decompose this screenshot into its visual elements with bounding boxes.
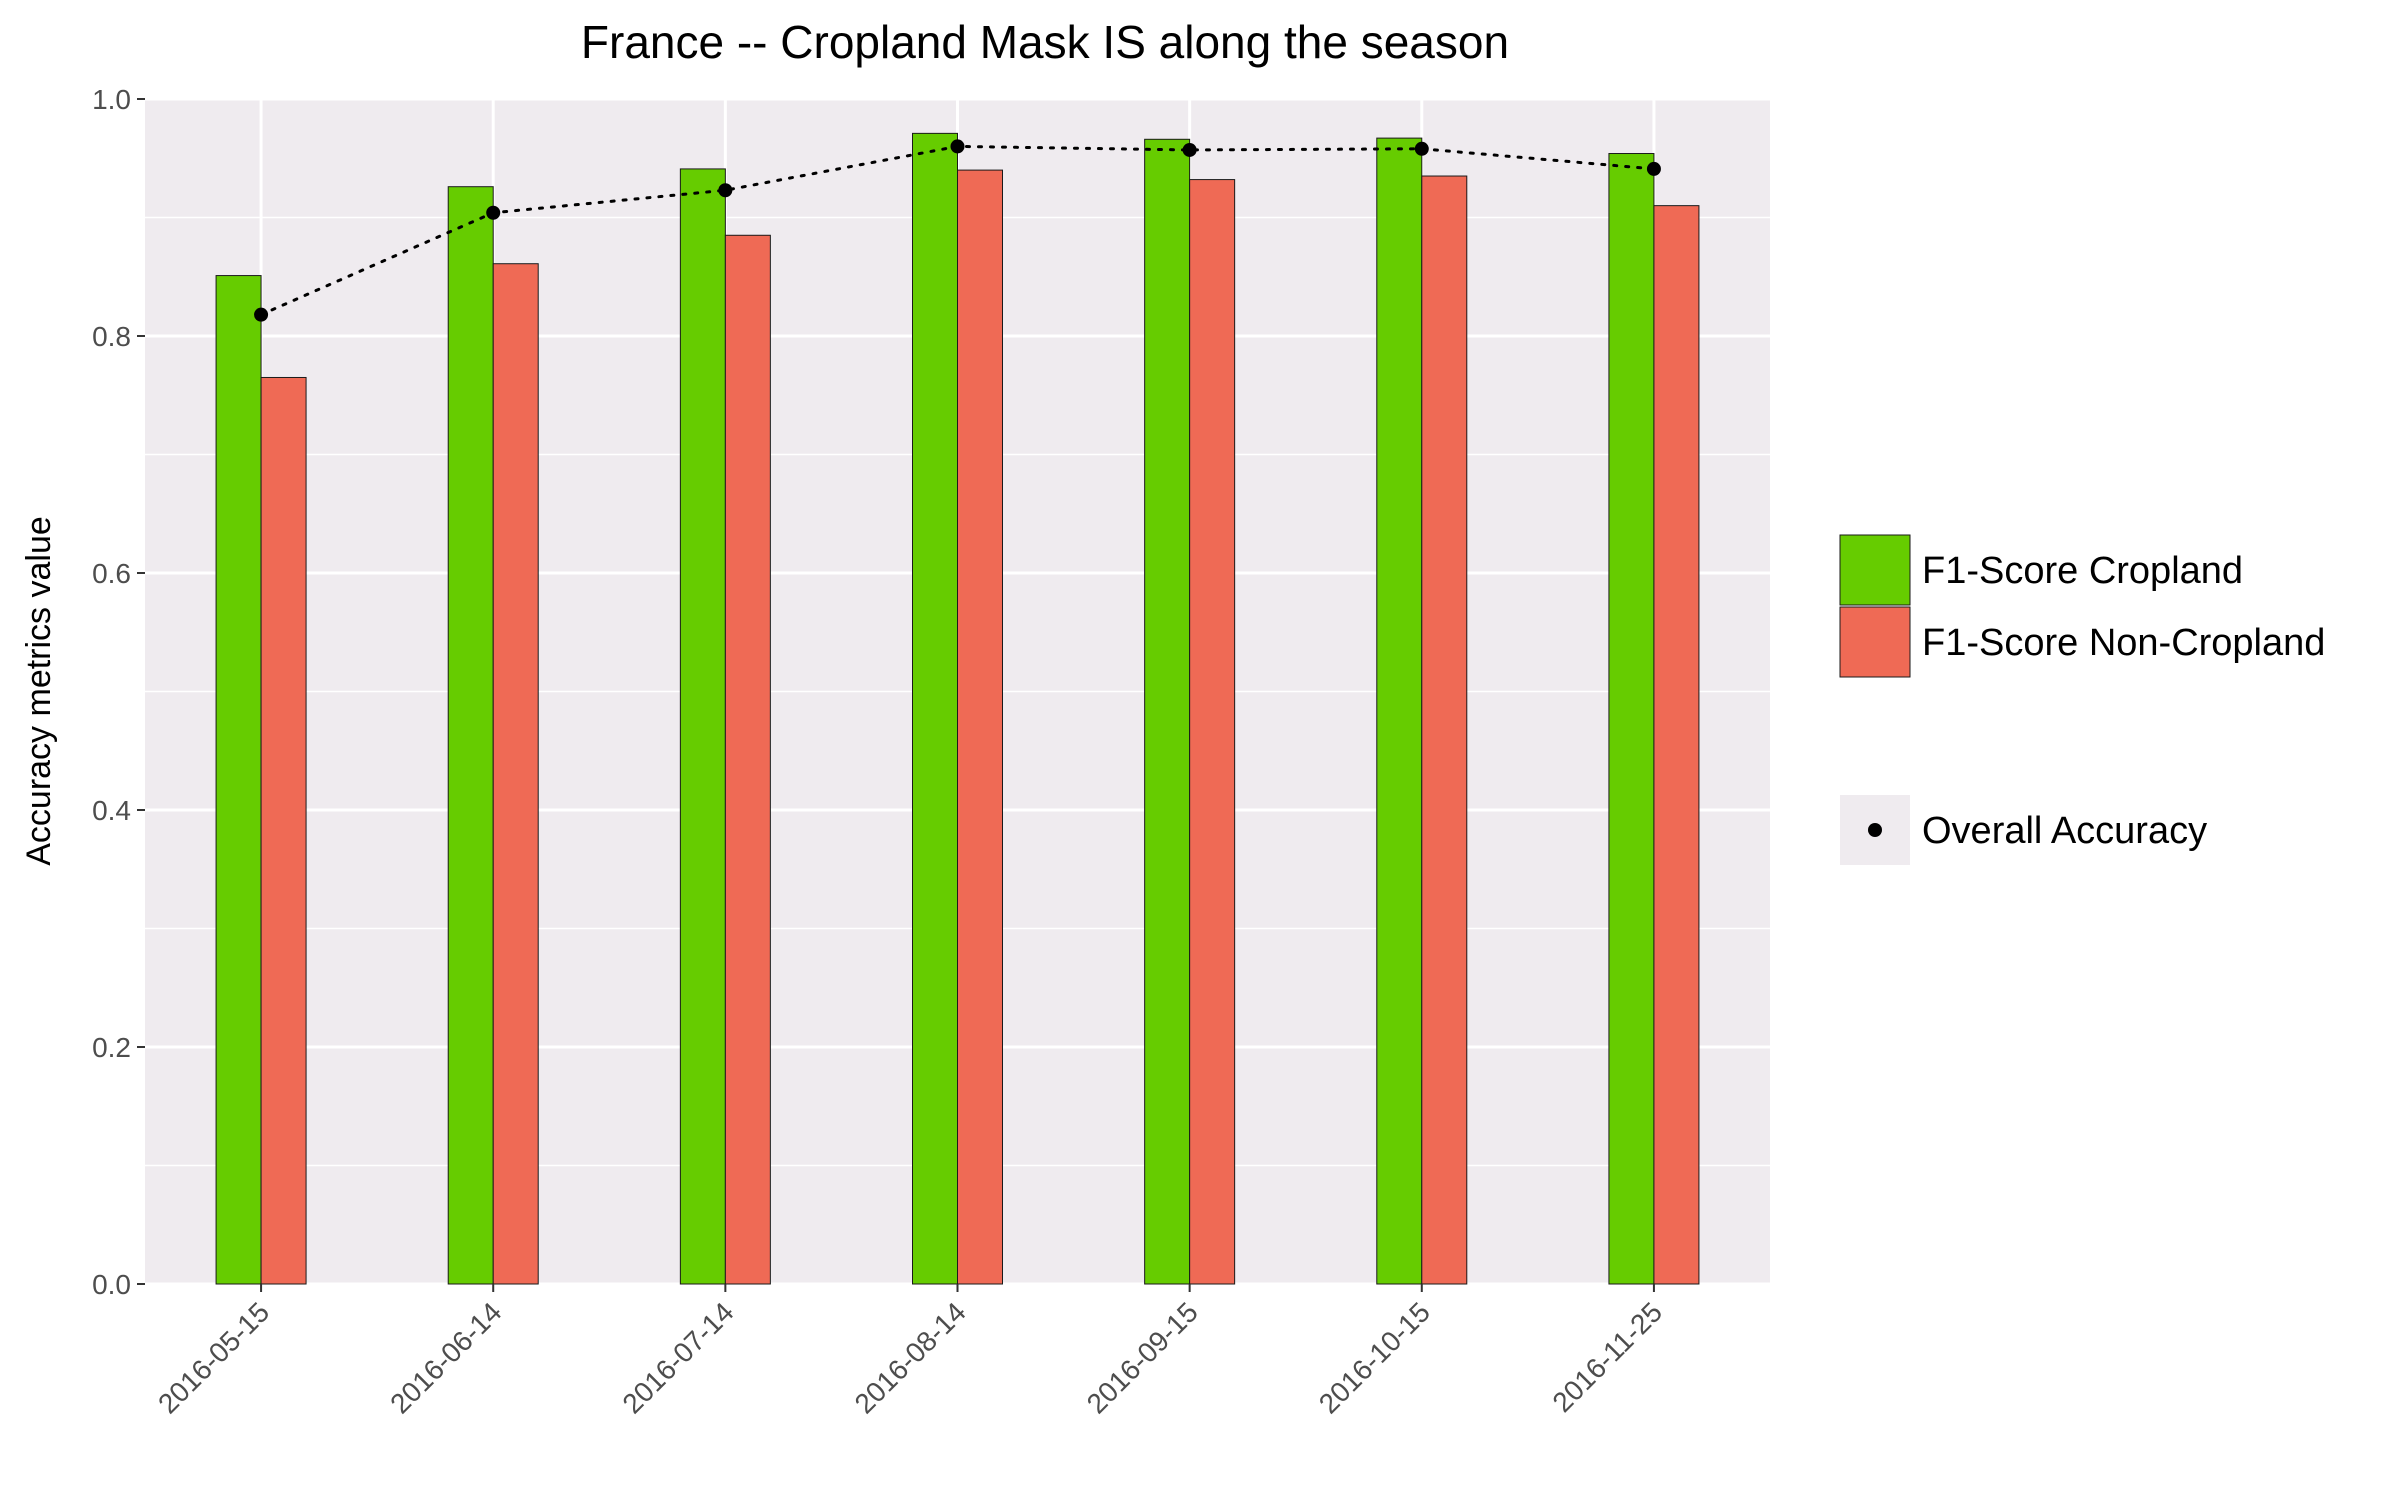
bar-f1-score-cropland-2016-08-14 — [912, 132, 958, 1285]
legend-label: Overall Accuracy — [1922, 810, 2207, 852]
y-axis-label: Accuracy metrics value — [20, 516, 58, 866]
overall-accuracy-point-2016-09-15 — [1182, 142, 1197, 157]
overall-accuracy-point-2016-07-14 — [718, 183, 733, 198]
x-tick-label: 2016-10-15 — [1313, 1296, 1436, 1419]
bar-f1-score-cropland-2016-07-14 — [679, 168, 726, 1285]
y-tick-label: 0.2 — [92, 1032, 131, 1063]
bar-f1-score-cropland-2016-11-25 — [1608, 153, 1655, 1285]
legend-point-icon — [1868, 823, 1882, 837]
bar-f1-score-cropland-2016-05-15 — [215, 275, 262, 1285]
y-tick-label: 0.0 — [92, 1269, 131, 1300]
overall-accuracy-point-2016-06-14 — [486, 205, 501, 220]
legend: F1-Score Cropland F1-Score Non-Cropland Ov… — [1839, 534, 2325, 865]
y-tick-label: 0.4 — [92, 795, 131, 826]
x-axis: 2016-05-15 2016-06-14 2016-07-14 2016-08-14… — [152, 1284, 1668, 1420]
overall-accuracy-point-2016-10-15 — [1414, 141, 1429, 156]
bar-f1-score-non-cropland-2016-05-15 — [260, 376, 307, 1285]
y-tick-label: 0.8 — [92, 321, 131, 352]
legend-label: F1-Score Cropland — [1922, 550, 2243, 592]
overall-accuracy-line — [254, 139, 1661, 322]
x-tick-label: 2016-08-14 — [849, 1296, 972, 1419]
bar-f1-score-non-cropland-2016-11-25 — [1653, 205, 1700, 1285]
x-tick-label: 2016-07-14 — [616, 1296, 739, 1419]
chart-title: France -- Cropland Mask IS along the sea… — [581, 16, 1509, 68]
x-tick-label: 2016-09-15 — [1081, 1296, 1204, 1419]
legend-swatch-f1-score-non-cropland — [1839, 606, 1911, 678]
bar-f1-score-cropland-2016-10-15 — [1376, 137, 1423, 1285]
bar-f1-score-non-cropland-2016-06-14 — [492, 263, 539, 1285]
bar-f1-score-cropland-2016-09-15 — [1144, 138, 1191, 1285]
bar-f1-score-non-cropland-2016-08-14 — [957, 169, 1003, 1285]
bar-f1-score-cropland-2016-06-14 — [447, 186, 494, 1285]
y-tick-label: 1.0 — [92, 84, 131, 115]
x-tick-label: 2016-06-14 — [384, 1296, 507, 1419]
y-tick-label: 0.6 — [92, 558, 131, 589]
y-axis: 0.0 0.2 0.4 0.6 0.8 1.0 — [92, 84, 145, 1300]
x-tick-label: 2016-05-15 — [152, 1296, 275, 1419]
bar-f1-score-non-cropland-2016-07-14 — [724, 234, 771, 1285]
bars — [215, 132, 1700, 1285]
overall-accuracy-point-2016-05-15 — [254, 307, 269, 322]
x-tick-label: 2016-11-25 — [1546, 1296, 1668, 1418]
bar-f1-score-non-cropland-2016-09-15 — [1189, 179, 1236, 1285]
overall-accuracy-point-2016-08-14 — [950, 139, 965, 154]
legend-swatch-f1-score-cropland — [1839, 534, 1911, 606]
legend-label: F1-Score Non-Cropland — [1922, 622, 2325, 664]
bar-f1-score-non-cropland-2016-10-15 — [1421, 175, 1468, 1285]
overall-accuracy-point-2016-11-25 — [1646, 161, 1661, 176]
